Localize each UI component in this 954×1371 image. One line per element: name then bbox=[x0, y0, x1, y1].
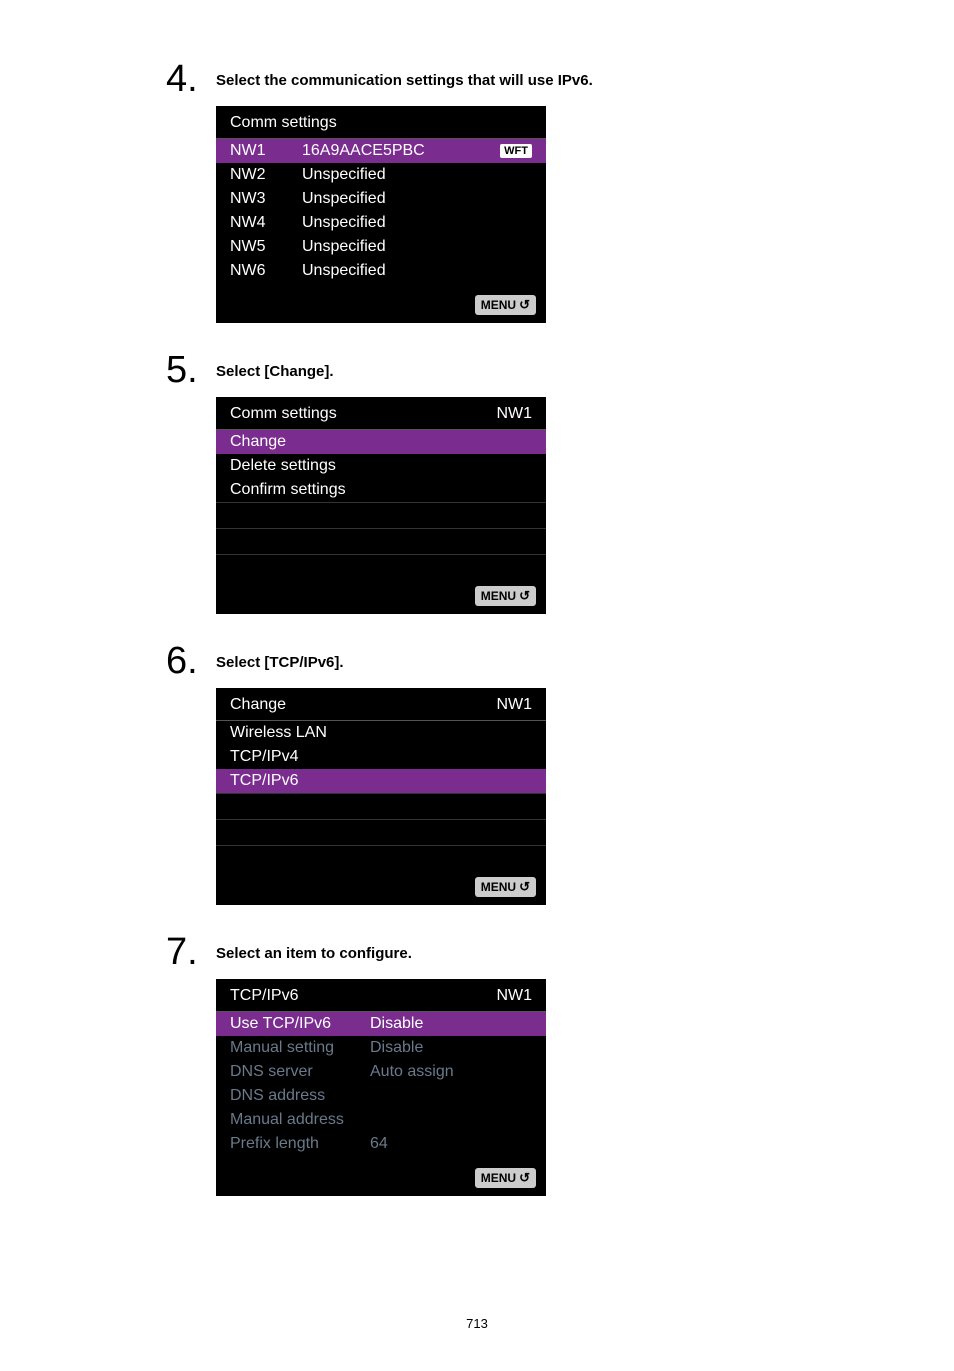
menu-back-button[interactable]: MENU ↺ bbox=[475, 1168, 536, 1188]
menu-item[interactable]: Delete settings bbox=[216, 454, 546, 478]
setting-label: Manual setting bbox=[230, 1039, 370, 1057]
network-value: Unspecified bbox=[302, 190, 532, 208]
empty-row bbox=[216, 528, 546, 554]
menu-back-button[interactable]: MENU ↺ bbox=[475, 295, 536, 315]
settings-row[interactable]: Manual address bbox=[216, 1108, 546, 1132]
empty-row bbox=[216, 819, 546, 845]
setting-label: Use TCP/IPv6 bbox=[230, 1015, 370, 1033]
screen-title: Comm settings bbox=[230, 405, 337, 423]
page-content: 4. Select the communication settings tha… bbox=[0, 60, 954, 1196]
screen-change-menu: Change NW1 Wireless LANTCP/IPv4TCP/IPv6 … bbox=[216, 688, 546, 905]
screen-footer: MENU ↺ bbox=[216, 289, 546, 323]
network-id: NW1 bbox=[230, 142, 302, 160]
screen-header: TCP/IPv6 NW1 bbox=[216, 979, 546, 1012]
list-item[interactable]: NW5Unspecified bbox=[216, 235, 546, 259]
step-text: Select [TCP/IPv6]. bbox=[216, 642, 344, 671]
menu-item[interactable]: Change bbox=[216, 430, 546, 454]
setting-value: Disable bbox=[370, 1015, 532, 1033]
step-7: 7. Select an item to configure. bbox=[166, 933, 954, 971]
step-4: 4. Select the communication settings tha… bbox=[166, 60, 954, 98]
step-5: 5. Select [Change]. bbox=[166, 351, 954, 389]
empty-row bbox=[216, 845, 546, 871]
menu-back-button[interactable]: MENU ↺ bbox=[475, 877, 536, 897]
settings-row[interactable]: DNS address bbox=[216, 1084, 546, 1108]
menu-item[interactable]: Wireless LAN bbox=[216, 721, 546, 745]
list-item[interactable]: NW4Unspecified bbox=[216, 211, 546, 235]
settings-row[interactable]: Use TCP/IPv6Disable bbox=[216, 1012, 546, 1036]
screen-comm-settings-menu: Comm settings NW1 ChangeDelete settingsC… bbox=[216, 397, 546, 614]
step-number: 6. bbox=[166, 642, 216, 680]
network-id: NW3 bbox=[230, 190, 302, 208]
back-arrow-icon: ↺ bbox=[519, 297, 530, 313]
screen-footer: MENU ↺ bbox=[216, 1162, 546, 1196]
screen-body: ChangeDelete settingsConfirm settings bbox=[216, 430, 546, 580]
network-value: 16A9AACE5PBC bbox=[302, 142, 500, 160]
screen-header: Change NW1 bbox=[216, 688, 546, 721]
menu-item[interactable]: TCP/IPv4 bbox=[216, 745, 546, 769]
menu-label: MENU bbox=[481, 589, 516, 603]
setting-value: Disable bbox=[370, 1039, 532, 1057]
menu-back-button[interactable]: MENU ↺ bbox=[475, 586, 536, 606]
network-id: NW5 bbox=[230, 238, 302, 256]
step-text: Select [Change]. bbox=[216, 351, 334, 380]
setting-value: 64 bbox=[370, 1135, 532, 1153]
list-item[interactable]: NW116A9AACE5PBCWFT bbox=[216, 139, 546, 163]
screen-title-right: NW1 bbox=[496, 405, 532, 423]
empty-row bbox=[216, 502, 546, 528]
network-value: Unspecified bbox=[302, 166, 532, 184]
menu-label: MENU bbox=[481, 298, 516, 312]
screen-header: Comm settings NW1 bbox=[216, 397, 546, 430]
screen-body: Wireless LANTCP/IPv4TCP/IPv6 bbox=[216, 721, 546, 871]
settings-row[interactable]: Prefix length64 bbox=[216, 1132, 546, 1156]
network-value: Unspecified bbox=[302, 262, 532, 280]
network-id: NW6 bbox=[230, 262, 302, 280]
setting-value: Auto assign bbox=[370, 1063, 532, 1081]
empty-row bbox=[216, 554, 546, 580]
list-item[interactable]: NW3Unspecified bbox=[216, 187, 546, 211]
menu-label: MENU bbox=[481, 1171, 516, 1185]
screen-footer: MENU ↺ bbox=[216, 871, 546, 905]
list-item[interactable]: NW6Unspecified bbox=[216, 259, 546, 283]
screen-header: Comm settings bbox=[216, 106, 546, 139]
screen-title-right: NW1 bbox=[496, 696, 532, 714]
back-arrow-icon: ↺ bbox=[519, 588, 530, 604]
network-value: Unspecified bbox=[302, 214, 532, 232]
setting-label: DNS address bbox=[230, 1087, 370, 1105]
step-text: Select an item to configure. bbox=[216, 933, 412, 962]
step-6: 6. Select [TCP/IPv6]. bbox=[166, 642, 954, 680]
screen-tcpipv6: TCP/IPv6 NW1 Use TCP/IPv6DisableManual s… bbox=[216, 979, 546, 1196]
setting-label: Manual address bbox=[230, 1111, 370, 1129]
setting-label: Prefix length bbox=[230, 1135, 370, 1153]
screen-title: Comm settings bbox=[230, 114, 337, 132]
back-arrow-icon: ↺ bbox=[519, 879, 530, 895]
back-arrow-icon: ↺ bbox=[519, 1170, 530, 1186]
step-text: Select the communication settings that w… bbox=[216, 60, 593, 89]
empty-row bbox=[216, 793, 546, 819]
screen-title-right: NW1 bbox=[496, 987, 532, 1005]
network-id: NW4 bbox=[230, 214, 302, 232]
network-id: NW2 bbox=[230, 166, 302, 184]
screen-title: TCP/IPv6 bbox=[230, 987, 298, 1005]
screen-title: Change bbox=[230, 696, 286, 714]
step-number: 5. bbox=[166, 351, 216, 389]
network-value: Unspecified bbox=[302, 238, 532, 256]
screen-body: Use TCP/IPv6DisableManual settingDisable… bbox=[216, 1012, 546, 1162]
settings-row[interactable]: Manual settingDisable bbox=[216, 1036, 546, 1060]
setting-label: DNS server bbox=[230, 1063, 370, 1081]
screen-comm-settings-list: Comm settings NW116A9AACE5PBCWFTNW2Unspe… bbox=[216, 106, 546, 323]
page-number: 713 bbox=[0, 1316, 954, 1331]
screen-footer: MENU ↺ bbox=[216, 580, 546, 614]
step-number: 7. bbox=[166, 933, 216, 971]
step-number: 4. bbox=[166, 60, 216, 98]
menu-item[interactable]: TCP/IPv6 bbox=[216, 769, 546, 793]
settings-row[interactable]: DNS serverAuto assign bbox=[216, 1060, 546, 1084]
list-item[interactable]: NW2Unspecified bbox=[216, 163, 546, 187]
wft-badge: WFT bbox=[500, 144, 532, 158]
menu-item[interactable]: Confirm settings bbox=[216, 478, 546, 502]
menu-label: MENU bbox=[481, 880, 516, 894]
screen-body: NW116A9AACE5PBCWFTNW2UnspecifiedNW3Unspe… bbox=[216, 139, 546, 289]
